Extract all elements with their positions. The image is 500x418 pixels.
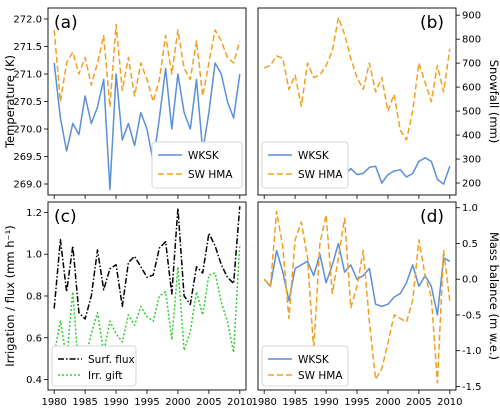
x-tick-label: 2005 xyxy=(406,397,431,408)
panel-a: 269.0 269.5 270.0 270.5 271.0 271.5 272.0 Tempe… xyxy=(3,7,247,199)
panel-label: (a) xyxy=(54,13,78,33)
y-tick-label: 200 xyxy=(462,179,481,190)
series-line-irr-gift xyxy=(53,243,241,375)
y-tick-label: 270.5 xyxy=(13,97,42,108)
y-tick-label: 800 xyxy=(462,35,481,46)
y-tick-label: 271.5 xyxy=(13,42,42,53)
y-tick-label: 700 xyxy=(462,59,481,70)
series-line-sw-hma xyxy=(53,23,241,108)
series-line-surf-flux xyxy=(53,206,241,320)
y-tick-label: 1.2 xyxy=(26,208,42,219)
x-tick-label: 2000 xyxy=(165,397,190,408)
x-tick-label: 1980 xyxy=(251,397,276,408)
y-tick-label: 1.0 xyxy=(462,203,478,214)
y-tick-label: 600 xyxy=(462,83,481,94)
x-tick-label: 1995 xyxy=(344,397,369,408)
y-tick-label: 0.4 xyxy=(26,375,42,386)
y-tick-label: -1.0 xyxy=(462,346,482,357)
x-tick-label: 1980 xyxy=(41,397,66,408)
y-axis-label: Mass balance (m w.e.) xyxy=(487,232,500,360)
legend-box xyxy=(151,141,243,189)
y-tick-label: -1.5 xyxy=(462,382,482,393)
series-line-wksk xyxy=(263,242,451,316)
legend-label: WKSK xyxy=(298,354,330,366)
legend-label: WKSK xyxy=(298,150,330,162)
series-line-sw-hma xyxy=(263,210,451,384)
x-tick-label: 1985 xyxy=(72,397,97,408)
legend-box xyxy=(261,345,349,387)
y-axis-label: Snowfall (mm) xyxy=(487,60,500,144)
legend: WKSK SW HMA xyxy=(261,141,349,189)
x-tick-label: 2010 xyxy=(227,397,252,408)
legend-box xyxy=(51,345,137,387)
legend-label: Irr. gift xyxy=(88,370,122,382)
x-tick-label: 1985 xyxy=(282,397,307,408)
y-axis-label: Temperature (K) xyxy=(3,55,17,149)
y-tick-label: 270.0 xyxy=(13,125,42,136)
legend: Surf. flux Irr. gift xyxy=(51,345,137,387)
y-axis-label: Irrigation / flux (mm h⁻¹) xyxy=(3,225,17,366)
panel-label: (d) xyxy=(420,207,444,227)
x-tick-label: 1990 xyxy=(313,397,338,408)
y-tick-label: 0.6 xyxy=(26,333,42,344)
y-tick-label: 400 xyxy=(462,131,481,142)
y-tick-label: 271.0 xyxy=(13,70,42,81)
panel-d: -1.5 -1.0 -0.5 0.0 0.5 1.0 1980 1985 1990 1995 200… xyxy=(251,201,500,408)
x-tick-label: 1990 xyxy=(103,397,128,408)
legend-label: SW HMA xyxy=(188,169,233,181)
panel-label: (b) xyxy=(420,13,444,33)
series-line-sw-hma xyxy=(263,16,451,141)
legend: WKSK SW HMA xyxy=(151,141,243,189)
y-tick-label: -0.5 xyxy=(462,310,482,321)
panel-c: 0.4 0.6 0.8 1.0 1.2 1980 1985 1990 1995 2000 2005 2… xyxy=(3,201,253,408)
legend: WKSK SW HMA xyxy=(261,345,349,387)
y-tick-label: 1.0 xyxy=(26,250,42,261)
legend-label: Surf. flux xyxy=(88,354,135,366)
x-tick-label: 2010 xyxy=(437,397,462,408)
series-line-wksk xyxy=(53,62,241,191)
x-tick-label: 2000 xyxy=(375,397,400,408)
y-tick-label: 269.0 xyxy=(13,180,42,191)
panel-label: (c) xyxy=(54,207,77,227)
legend-label: WKSK xyxy=(188,150,220,162)
y-tick-label: 272.0 xyxy=(13,15,42,26)
x-tick-label: 2005 xyxy=(196,397,221,408)
y-tick-label: 269.5 xyxy=(13,152,42,163)
y-tick-label: 900 xyxy=(462,11,481,22)
panel-b: 200 300 400 500 600 700 800 900 Snowfall (mm) (b)… xyxy=(257,7,500,199)
legend-label: SW HMA xyxy=(298,169,343,181)
legend-label: SW HMA xyxy=(298,370,343,382)
y-tick-label: 300 xyxy=(462,155,481,166)
y-tick-label: 0.0 xyxy=(462,275,478,286)
legend-box xyxy=(261,141,349,189)
y-tick-label: 0.8 xyxy=(26,292,42,303)
x-tick-label: 1995 xyxy=(134,397,159,408)
y-tick-label: 0.5 xyxy=(462,239,478,250)
y-tick-label: 500 xyxy=(462,107,481,118)
